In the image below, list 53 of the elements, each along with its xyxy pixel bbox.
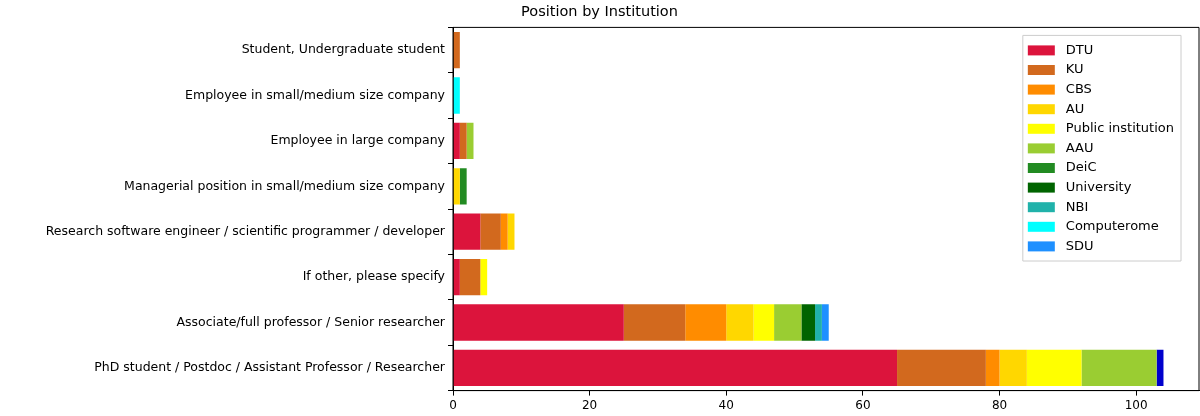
bar <box>459 168 467 205</box>
bar <box>774 304 802 341</box>
bar <box>623 304 686 341</box>
legend-label: DeiC <box>1065 159 1097 175</box>
bar <box>1026 349 1082 387</box>
bar <box>685 304 727 341</box>
y-tick-label: PhD student / Postdoc / Assistant Professor / Researcher <box>94 359 446 375</box>
x-tick-label: 80 <box>991 397 1008 412</box>
legend-label: CBS <box>1065 80 1092 96</box>
bar <box>453 77 460 114</box>
legend-label: Computerome <box>1065 218 1159 234</box>
x-tick-label: 40 <box>718 397 734 412</box>
bar <box>500 213 508 250</box>
bar <box>726 304 754 341</box>
bar <box>459 122 467 160</box>
legend-label: KU <box>1065 61 1084 77</box>
bar <box>480 258 488 296</box>
legend-label: NBI <box>1065 198 1089 214</box>
legend-label: Public institution <box>1065 120 1175 136</box>
bar <box>453 31 460 69</box>
bar <box>453 213 481 250</box>
bar <box>985 349 1000 387</box>
bar <box>999 349 1027 387</box>
legend-label: DTU <box>1065 41 1094 57</box>
bar <box>453 122 460 160</box>
chart-title: Position by Institution <box>521 3 678 20</box>
bar <box>453 349 898 387</box>
y-tick-label: Research software engineer / scientific programmer / developer <box>45 222 446 238</box>
legend-label: SDU <box>1065 237 1094 253</box>
bar <box>897 349 986 387</box>
bar <box>453 168 460 205</box>
y-tick-label: Employee in large company <box>270 132 446 148</box>
bar <box>459 258 481 296</box>
y-tick-label: If other, please specify <box>302 268 446 284</box>
x-tick-label: 60 <box>855 397 871 412</box>
bar <box>815 304 822 341</box>
bar <box>801 304 816 341</box>
y-tick-label: Employee in small/medium size company <box>185 86 446 102</box>
y-tick-label: Student, Undergraduate student <box>241 41 446 57</box>
y-tick-label: Managerial position in small/medium size company <box>124 177 446 193</box>
y-tick-label: Associate/full professor / Senior researcher <box>176 313 446 329</box>
x-tick-label: 0 <box>449 397 457 412</box>
bar <box>453 258 460 296</box>
legend-label: AAU <box>1065 139 1094 155</box>
bar <box>1081 349 1157 387</box>
x-tick-label: 20 <box>581 397 598 412</box>
bar <box>821 304 829 341</box>
legend-label: AU <box>1065 100 1085 116</box>
x-tick-label: 100 <box>1124 397 1148 412</box>
legend-label: University <box>1065 178 1132 194</box>
bar <box>453 304 624 341</box>
bar <box>753 304 775 341</box>
bar <box>480 213 501 250</box>
